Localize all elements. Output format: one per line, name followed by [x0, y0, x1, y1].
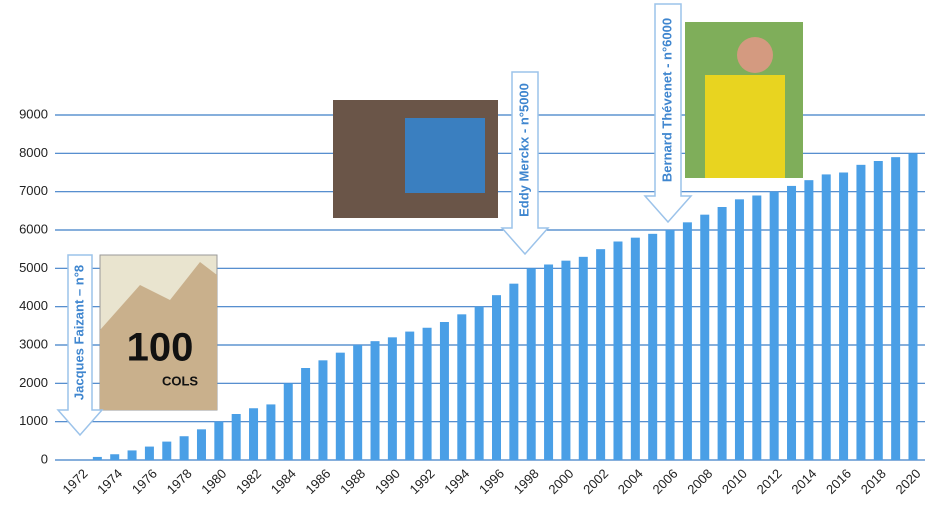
x-tick-label: 1990 — [372, 466, 403, 497]
x-tick-label: 1988 — [337, 466, 368, 497]
x-tick-label: 2012 — [754, 466, 785, 497]
mountain-drawing — [100, 262, 217, 410]
bar — [596, 249, 606, 460]
bar — [387, 337, 397, 460]
image-text: 100 — [127, 326, 194, 370]
bar — [249, 408, 259, 460]
bar — [335, 352, 345, 460]
bar — [839, 172, 849, 460]
bar — [561, 260, 571, 460]
x-tick-label: 2014 — [788, 466, 819, 497]
x-tick-label: 2000 — [545, 466, 576, 497]
bar — [196, 429, 206, 460]
x-tick-label: 1974 — [94, 466, 125, 497]
bar — [370, 341, 380, 460]
bar — [734, 199, 744, 461]
face-drawing — [737, 37, 773, 73]
bar — [873, 161, 883, 460]
bar — [353, 345, 363, 460]
x-tick-label: 1998 — [511, 466, 542, 497]
x-tick-label: 1994 — [441, 466, 472, 497]
bar — [700, 214, 710, 460]
bar — [301, 368, 311, 460]
bar — [474, 306, 484, 460]
annotation-label: Jacques Faizant – n°8 — [71, 265, 86, 400]
bar — [648, 233, 658, 460]
x-tick-label: 2016 — [823, 466, 854, 497]
bar — [405, 331, 415, 460]
bar — [162, 441, 172, 460]
x-tick-label: 2020 — [892, 466, 923, 497]
bar — [752, 195, 762, 460]
bar — [214, 421, 224, 460]
annotation-arrow — [56, 254, 104, 437]
bar — [544, 264, 554, 460]
bar — [578, 256, 588, 460]
bar — [526, 268, 536, 460]
bar — [856, 164, 866, 461]
x-tick-label: 1992 — [407, 466, 438, 497]
annotation-arrow — [643, 3, 693, 224]
x-tick-label: 1976 — [129, 466, 160, 497]
x-tick-label: 1978 — [164, 466, 195, 497]
y-tick-label: 2000 — [19, 375, 48, 390]
x-tick-label: 2018 — [858, 466, 889, 497]
x-tick-label: 1972 — [59, 466, 90, 497]
bar — [422, 327, 432, 460]
bar — [613, 241, 623, 460]
x-tick-label: 2002 — [580, 466, 611, 497]
image-text: COLS — [162, 373, 198, 388]
bar — [318, 360, 328, 460]
x-tick-label: 1982 — [233, 466, 264, 497]
jersey-drawing — [405, 118, 485, 193]
x-tick-label: 2006 — [650, 466, 681, 497]
jersey-drawing — [705, 75, 785, 178]
x-tick-label: 1986 — [302, 466, 333, 497]
bar — [682, 222, 692, 460]
x-tick-label: 2004 — [615, 466, 646, 497]
bar — [457, 314, 467, 460]
bar — [891, 157, 901, 460]
bar — [110, 454, 120, 460]
bar — [509, 283, 519, 460]
y-tick-label: 9000 — [19, 106, 48, 121]
bar — [769, 191, 779, 460]
y-tick-label: 5000 — [19, 260, 48, 275]
bar — [492, 295, 501, 460]
x-tick-label: 1984 — [268, 466, 299, 497]
bar — [127, 450, 137, 460]
bar — [665, 230, 675, 460]
x-tick-label: 1980 — [198, 466, 229, 497]
y-tick-label: 6000 — [19, 221, 48, 236]
bar — [787, 185, 797, 460]
y-tick-label: 4000 — [19, 298, 48, 313]
bar — [92, 456, 102, 460]
annotation-label: Bernard Thévenet - n°6000 — [659, 18, 674, 182]
y-tick-label: 0 — [41, 451, 48, 466]
bar — [804, 180, 814, 460]
bar — [231, 414, 241, 460]
bar — [283, 383, 293, 460]
bar — [179, 436, 189, 460]
x-tick-label: 2008 — [684, 466, 715, 497]
x-tick-label: 2010 — [719, 466, 750, 497]
bar — [439, 322, 449, 460]
x-tick-label: 1996 — [476, 466, 507, 497]
y-tick-label: 7000 — [19, 183, 48, 198]
annotation-arrow — [500, 71, 550, 256]
bar — [908, 153, 918, 461]
bar — [630, 237, 640, 460]
y-tick-label: 1000 — [19, 413, 48, 428]
bar — [717, 207, 727, 460]
bar — [266, 404, 276, 460]
annotation-label: Eddy Merckx - n°5000 — [516, 83, 531, 217]
bar — [144, 446, 154, 460]
y-tick-label: 3000 — [19, 336, 48, 351]
y-tick-label: 8000 — [19, 145, 48, 160]
bar — [821, 174, 831, 460]
